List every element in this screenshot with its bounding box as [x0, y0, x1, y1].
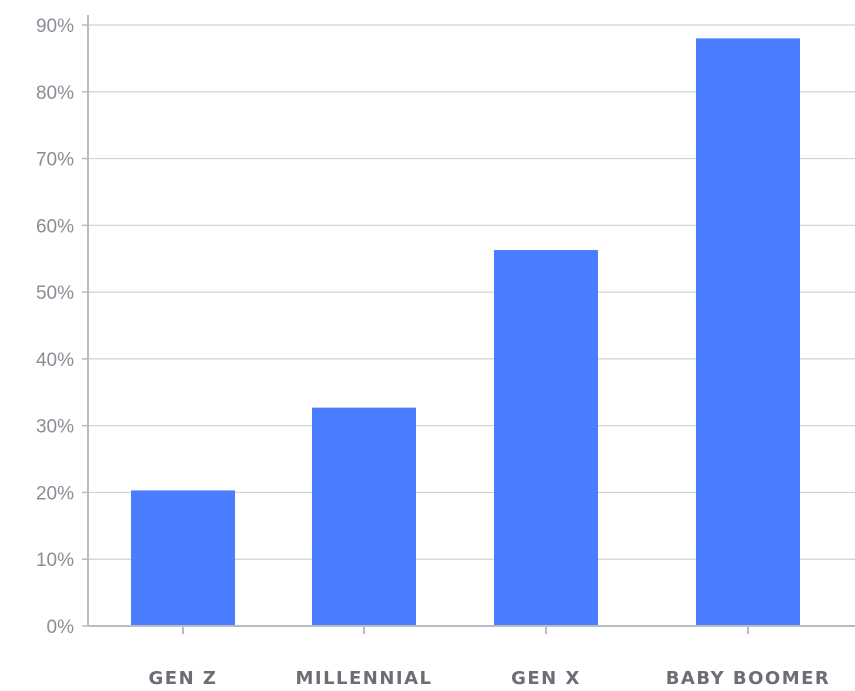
x-tick-label-baby-boomer: BABY BOOMER [666, 668, 831, 689]
bars [131, 38, 800, 627]
y-tick-label-50: 50% [36, 283, 74, 304]
x-tick-label-gen-x: GEN X [511, 668, 581, 689]
y-tick-label-0: 0% [47, 617, 75, 638]
axes [82, 15, 855, 634]
y-tick-label-30: 30% [36, 417, 74, 438]
y-tick-label-60: 60% [36, 216, 74, 237]
y-tick-label-10: 10% [36, 550, 74, 571]
tick-labels: 0% 10% 20% 30% 40% 50% 60% 70% 80% 90% GEN Z MILLEN… [36, 16, 831, 689]
bar-gen-x [494, 250, 598, 626]
bar-gen-z [131, 490, 235, 626]
y-tick-label-40: 40% [36, 350, 74, 371]
y-tick-label-90: 90% [36, 16, 74, 37]
y-tick-label-20: 20% [36, 483, 74, 504]
bar-baby-boomer [696, 38, 800, 627]
y-tick-label-80: 80% [36, 83, 74, 104]
bar-millennial [312, 407, 416, 626]
x-tick-label-gen-z: GEN Z [149, 668, 218, 689]
x-tick-label-millennial: MILLENNIAL [295, 668, 432, 689]
y-tick-label-70: 70% [36, 150, 74, 171]
